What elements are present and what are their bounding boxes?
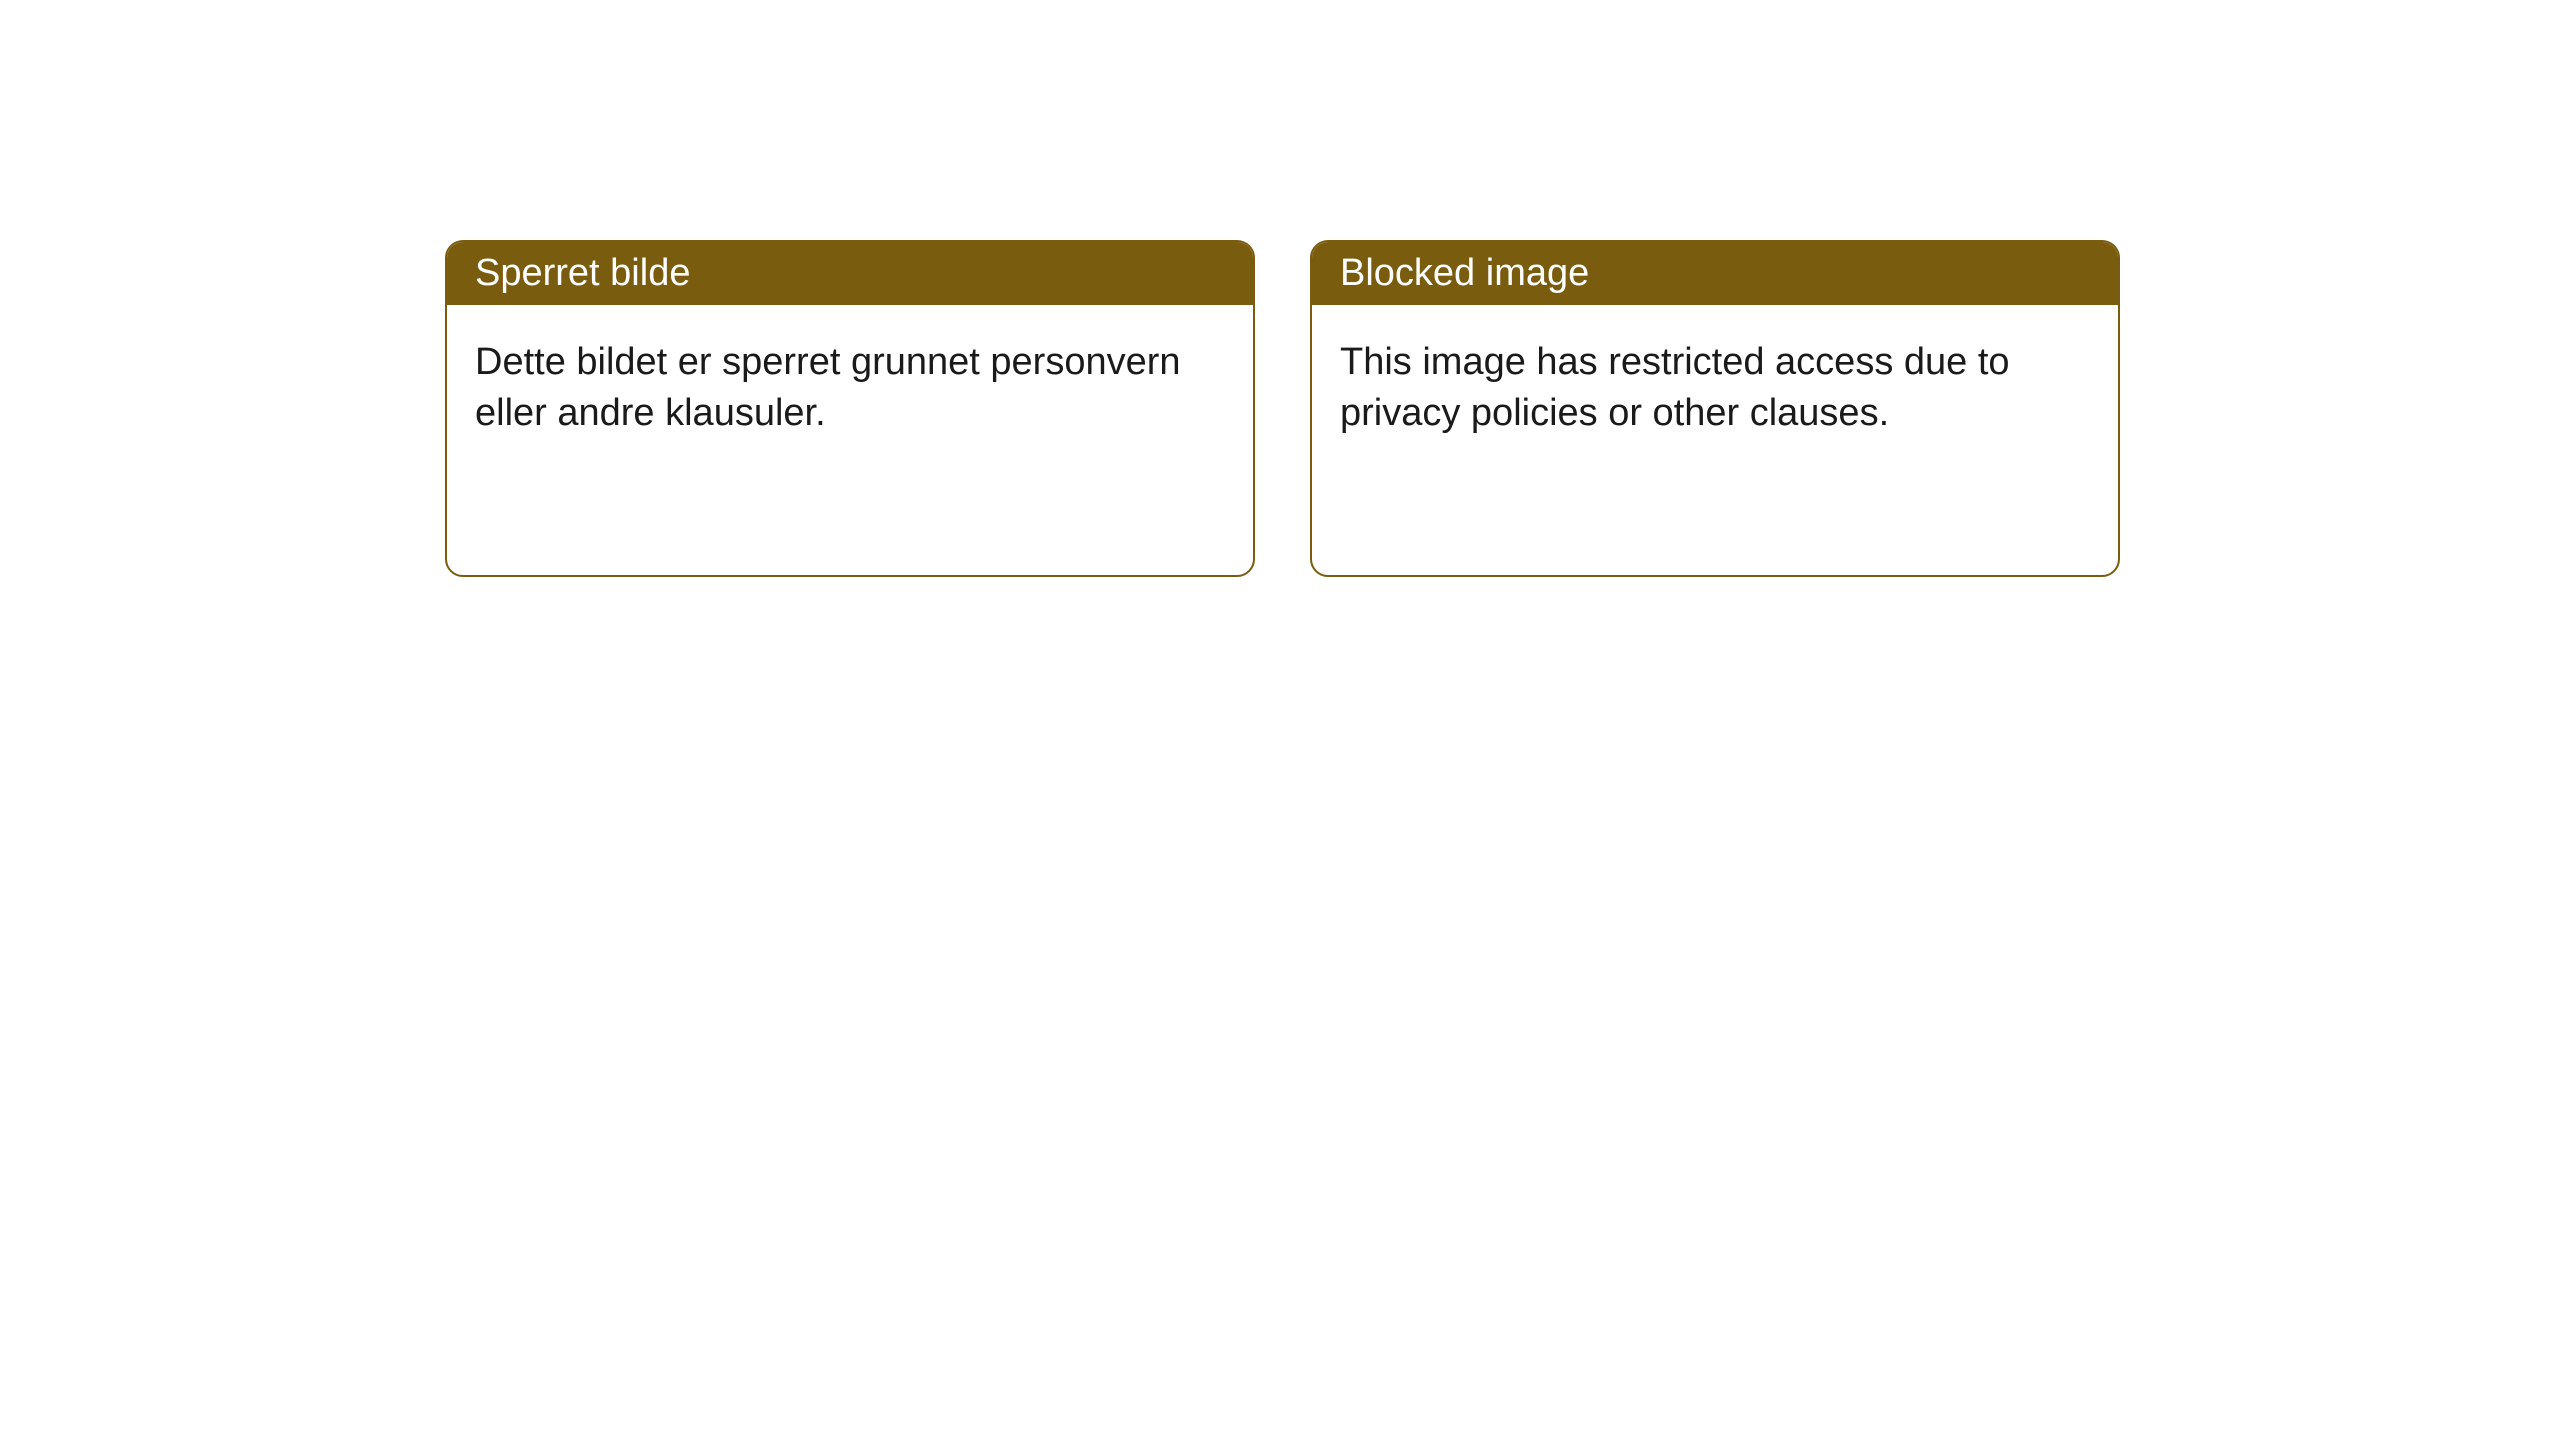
card-body: Dette bildet er sperret grunnet personve…	[447, 305, 1253, 472]
notice-cards-container: Sperret bilde Dette bildet er sperret gr…	[445, 240, 2120, 577]
notice-card-english: Blocked image This image has restricted …	[1310, 240, 2120, 577]
card-header: Blocked image	[1312, 242, 2118, 305]
card-header: Sperret bilde	[447, 242, 1253, 305]
card-body: This image has restricted access due to …	[1312, 305, 2118, 472]
notice-card-norwegian: Sperret bilde Dette bildet er sperret gr…	[445, 240, 1255, 577]
